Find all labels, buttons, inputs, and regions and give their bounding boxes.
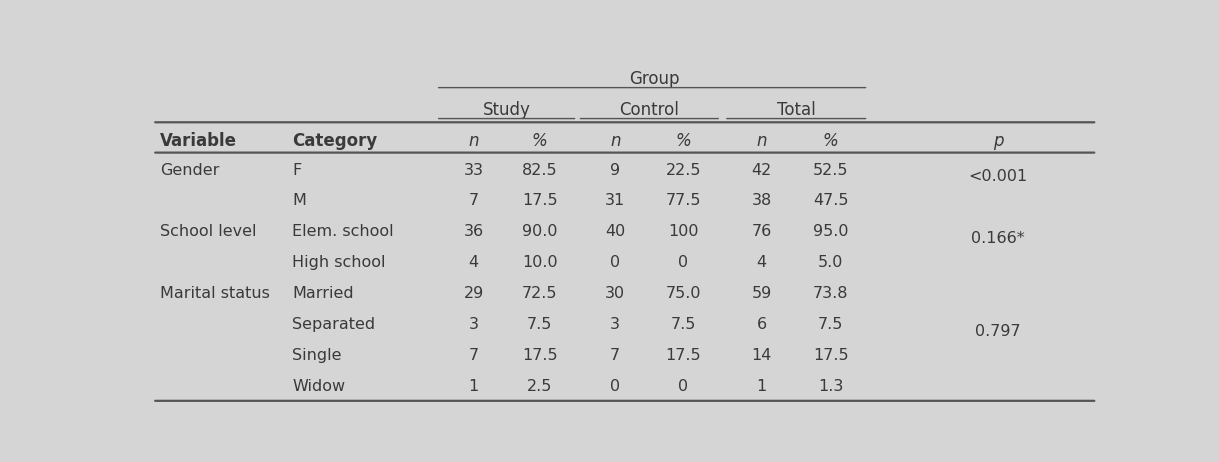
Text: %: % [823,132,839,150]
Text: 7: 7 [611,348,620,363]
Text: F: F [293,163,301,177]
Text: 40: 40 [605,225,625,239]
Text: 5.0: 5.0 [818,255,844,270]
Text: 22.5: 22.5 [666,163,701,177]
Text: Gender: Gender [160,163,219,177]
Text: 100: 100 [668,225,698,239]
Text: Total: Total [777,101,816,119]
Text: 1: 1 [757,379,767,394]
Text: 47.5: 47.5 [813,194,848,208]
Text: Group: Group [629,70,680,88]
Text: 3: 3 [468,317,479,332]
Text: 0.797: 0.797 [975,324,1020,339]
Text: 7.5: 7.5 [818,317,844,332]
Text: 95.0: 95.0 [813,225,848,239]
Text: 1.3: 1.3 [818,379,844,394]
Text: Elem. school: Elem. school [293,225,394,239]
Text: 29: 29 [463,286,484,301]
Text: 0: 0 [611,379,620,394]
Text: Category: Category [293,132,378,150]
Text: 76: 76 [752,225,772,239]
Text: 7: 7 [468,348,479,363]
Text: 17.5: 17.5 [813,348,848,363]
Text: 2.5: 2.5 [527,379,552,394]
Text: 7.5: 7.5 [670,317,696,332]
Text: Study: Study [483,101,530,119]
Text: 0: 0 [678,255,689,270]
Text: 36: 36 [463,225,484,239]
Text: 7: 7 [468,194,479,208]
Text: 82.5: 82.5 [522,163,557,177]
Text: 38: 38 [752,194,772,208]
Text: n: n [610,132,620,150]
Text: 73.8: 73.8 [813,286,848,301]
Text: 10.0: 10.0 [522,255,557,270]
Text: n: n [757,132,767,150]
Text: 0.166*: 0.166* [972,231,1025,246]
Text: %: % [675,132,691,150]
Text: <0.001: <0.001 [968,169,1028,184]
Text: %: % [531,132,547,150]
Text: School level: School level [160,225,256,239]
Text: Single: Single [293,348,341,363]
Text: 77.5: 77.5 [666,194,701,208]
Text: 17.5: 17.5 [666,348,701,363]
Text: Separated: Separated [293,317,375,332]
Text: Marital status: Marital status [160,286,269,301]
Text: Control: Control [619,101,679,119]
Text: 59: 59 [752,286,772,301]
Text: 17.5: 17.5 [522,194,557,208]
Text: 0: 0 [678,379,689,394]
Text: 17.5: 17.5 [522,348,557,363]
Text: 31: 31 [605,194,625,208]
Text: 30: 30 [605,286,625,301]
Text: p: p [992,132,1003,150]
Text: 14: 14 [752,348,772,363]
Text: 3: 3 [611,317,620,332]
Text: 9: 9 [611,163,620,177]
Text: n: n [468,132,479,150]
Text: 72.5: 72.5 [522,286,557,301]
Text: 4: 4 [468,255,479,270]
Text: 4: 4 [757,255,767,270]
Text: High school: High school [293,255,385,270]
Text: 75.0: 75.0 [666,286,701,301]
Text: 6: 6 [757,317,767,332]
Text: M: M [293,194,306,208]
Text: 90.0: 90.0 [522,225,557,239]
Text: 42: 42 [752,163,772,177]
Text: 0: 0 [611,255,620,270]
Text: Married: Married [293,286,354,301]
Text: Variable: Variable [160,132,236,150]
Text: 52.5: 52.5 [813,163,848,177]
Text: 7.5: 7.5 [527,317,552,332]
Text: Widow: Widow [293,379,345,394]
Text: 1: 1 [468,379,479,394]
Text: 33: 33 [463,163,484,177]
